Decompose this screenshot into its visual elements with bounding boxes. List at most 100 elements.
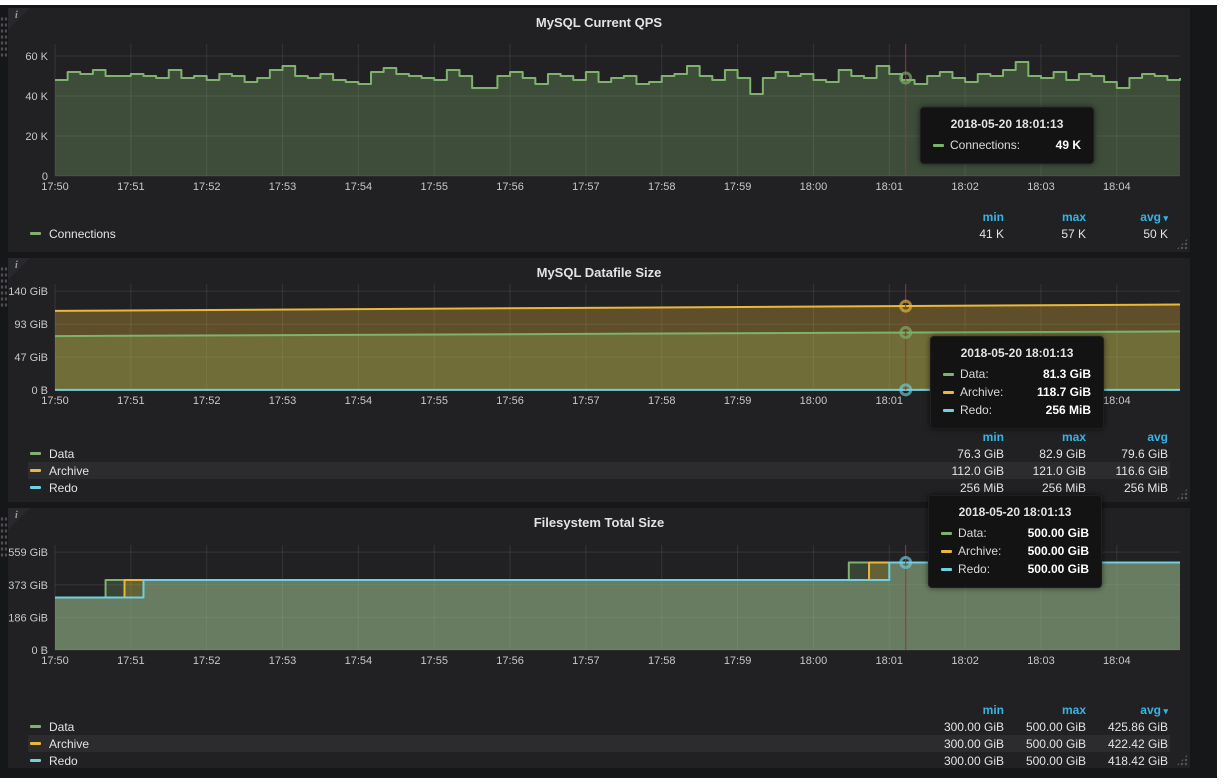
panel-resize-handle[interactable] bbox=[1176, 754, 1188, 766]
legend-value-max: 500.00 GiB bbox=[1025, 753, 1086, 768]
series-color-swatch-icon bbox=[30, 232, 41, 235]
panel-drag-handle[interactable] bbox=[0, 266, 7, 308]
graph-tooltip: 2018-05-20 18:01:13 Connections: 49 K bbox=[920, 107, 1094, 164]
y-axis-tick-label: 40 K bbox=[25, 91, 48, 103]
legend-series-toggle-archive[interactable]: Archive bbox=[30, 737, 922, 751]
legend-sort-min[interactable]: min bbox=[982, 209, 1004, 224]
legend-row-redo: Redo 256 MiB 256 MiB 256 MiB bbox=[28, 479, 1170, 496]
series-color-swatch-icon bbox=[943, 390, 954, 394]
hover-point-marker bbox=[899, 299, 913, 313]
legend-value-max: 57 K bbox=[1061, 226, 1086, 241]
legend-row-connections: Connections 41 K 57 K 50 K bbox=[28, 225, 1170, 242]
y-axis-tick-label: 20 K bbox=[25, 131, 48, 143]
x-axis-tick-label: 17:51 bbox=[117, 395, 145, 407]
x-axis-tick-label: 18:01 bbox=[876, 395, 904, 407]
legend-series-label: Archive bbox=[49, 463, 90, 478]
series-color-swatch-icon bbox=[941, 549, 952, 553]
legend-sort-max[interactable]: max bbox=[1061, 429, 1086, 444]
x-axis-tick-label: 17:59 bbox=[724, 655, 752, 667]
legend-row-redo: Redo 300.00 GiB 500.00 GiB 418.42 GiB bbox=[28, 752, 1170, 769]
legend-series-toggle-redo[interactable]: Redo bbox=[30, 754, 922, 768]
chart-svg[interactable]: 0 B 47 GiB 93 GiB 140 GiB 17:50 17:51 17:52 17:… bbox=[8, 258, 1190, 418]
series-line-data bbox=[54, 330, 1181, 338]
y-axis-tick-label: 140 GiB bbox=[8, 286, 48, 298]
panel-drag-handle[interactable] bbox=[0, 16, 7, 58]
x-axis-tick-label: 17:57 bbox=[572, 655, 600, 667]
legend-series-label: Connections bbox=[49, 226, 116, 241]
panel-resize-handle[interactable] bbox=[1176, 238, 1188, 250]
tooltip-series-row: Archive: 118.7 GiB bbox=[943, 383, 1091, 401]
legend-value-max: 256 MiB bbox=[1041, 480, 1086, 495]
legend-series-label: Redo bbox=[49, 480, 78, 495]
graph-tooltip: 2018-05-20 18:01:13 Data: 81.3 GiB Archive… bbox=[930, 336, 1104, 429]
legend-sort-min[interactable]: min bbox=[982, 429, 1004, 444]
series-color-swatch-icon bbox=[941, 567, 952, 571]
legend-sort-max[interactable]: max bbox=[1061, 702, 1086, 717]
legend-value-min: 256 MiB bbox=[959, 480, 1004, 495]
panel-drag-handle[interactable] bbox=[0, 516, 7, 558]
tooltip-series-row: Data: 500.00 GiB bbox=[941, 524, 1089, 542]
legend-value-max: 500.00 GiB bbox=[1025, 719, 1086, 734]
series-color-swatch-icon bbox=[943, 408, 954, 412]
legend-sort-min[interactable]: min bbox=[982, 702, 1004, 717]
legend-value-min: 76.3 GiB bbox=[957, 446, 1004, 461]
y-axis-tick-label: 0 B bbox=[31, 645, 48, 657]
legend-sort-avg[interactable]: avg bbox=[1147, 429, 1168, 444]
legend-sort-avg[interactable]: avg ▾ bbox=[1140, 209, 1168, 224]
tooltip-series-value: 118.7 GiB bbox=[1036, 385, 1091, 399]
panel-title[interactable]: Filesystem Total Size bbox=[533, 515, 665, 530]
tooltip-series-name: Connections: bbox=[950, 138, 1021, 152]
legend-value-min: 112.0 GiB bbox=[951, 463, 1004, 478]
legend-series-toggle-data[interactable]: Data bbox=[30, 720, 922, 734]
chart-svg[interactable]: 0 20 K 40 K 60 K 17:50 17:51 17:52 17:53 17:54 17… bbox=[8, 8, 1190, 204]
dashboard-canvas: i MySQL Current QPS 0 20 K 40 K 60 K 17:50 17… bbox=[0, 5, 1217, 778]
x-axis-tick-label: 18:01 bbox=[876, 655, 904, 667]
x-axis-tick-label: 17:50 bbox=[41, 395, 69, 407]
x-axis-tick-label: 17:55 bbox=[420, 655, 448, 667]
x-axis-tick-label: 18:04 bbox=[1103, 181, 1131, 193]
panel-legend: min max avg Data 76.3 GiB 82.9 GiB 79.6 GiB Arc… bbox=[28, 428, 1170, 496]
legend-series-toggle-archive[interactable]: Archive bbox=[30, 464, 922, 478]
legend-series-label: Data bbox=[49, 446, 75, 461]
hover-point-marker bbox=[899, 326, 913, 340]
x-axis-tick-label: 17:58 bbox=[648, 395, 676, 407]
legend-sort-avg[interactable]: avg ▾ bbox=[1140, 702, 1168, 717]
legend-value-min: 41 K bbox=[979, 226, 1004, 241]
legend-series-toggle-connections[interactable]: Connections bbox=[30, 227, 922, 241]
tooltip-series-name: Data: bbox=[960, 367, 989, 381]
chart-svg[interactable]: 0 B 186 GiB 373 GiB 559 GiB 17:50 17:51 17:52 1… bbox=[8, 508, 1190, 678]
y-axis-tick-label: 60 K bbox=[25, 51, 48, 63]
legend-row-archive: Archive 300.00 GiB 500.00 GiB 422.42 GiB bbox=[28, 735, 1170, 752]
legend-sort-max[interactable]: max bbox=[1061, 209, 1086, 224]
y-axis-tick-label: 0 B bbox=[31, 385, 48, 397]
tooltip-series-name: Archive: bbox=[958, 544, 1002, 558]
legend-value-max: 82.9 GiB bbox=[1039, 446, 1086, 461]
y-axis-tick-label: 559 GiB bbox=[8, 547, 48, 559]
x-axis-tick-label: 17:57 bbox=[572, 395, 600, 407]
series-fill-redo bbox=[55, 562, 1180, 650]
hover-point-marker bbox=[899, 71, 913, 85]
tooltip-series-row: Archive: 500.00 GiB bbox=[941, 542, 1089, 560]
series-color-swatch-icon bbox=[30, 742, 41, 745]
x-axis-tick-label: 18:02 bbox=[951, 655, 979, 667]
legend-series-toggle-data[interactable]: Data bbox=[30, 447, 922, 461]
legend-series-toggle-redo[interactable]: Redo bbox=[30, 481, 922, 495]
panel-title[interactable]: MySQL Current QPS bbox=[535, 15, 663, 30]
series-line-connections bbox=[55, 61, 1181, 95]
tooltip-series-row: Data: 81.3 GiB bbox=[943, 365, 1091, 383]
legend-header-row: min max avg bbox=[28, 428, 1170, 445]
legend-value-avg: 256 MiB bbox=[1123, 480, 1168, 495]
legend-value-max: 500.00 GiB bbox=[1025, 736, 1086, 751]
legend-row-data: Data 300.00 GiB 500.00 GiB 425.86 GiB bbox=[28, 718, 1170, 735]
panel-resize-handle[interactable] bbox=[1176, 488, 1188, 500]
series-color-swatch-icon bbox=[30, 486, 41, 489]
x-axis-tick-label: 17:56 bbox=[496, 395, 524, 407]
panel-title[interactable]: MySQL Datafile Size bbox=[536, 265, 662, 280]
tooltip-series-name: Archive: bbox=[960, 385, 1004, 399]
legend-value-avg: 418.42 GiB bbox=[1107, 753, 1168, 768]
x-axis-tick-label: 17:54 bbox=[345, 655, 373, 667]
x-axis-tick-label: 17:59 bbox=[724, 395, 752, 407]
legend-value-min: 300.00 GiB bbox=[943, 736, 1004, 751]
tooltip-series-value: 256 MiB bbox=[1045, 403, 1091, 417]
x-axis-tick-label: 17:52 bbox=[193, 655, 221, 667]
